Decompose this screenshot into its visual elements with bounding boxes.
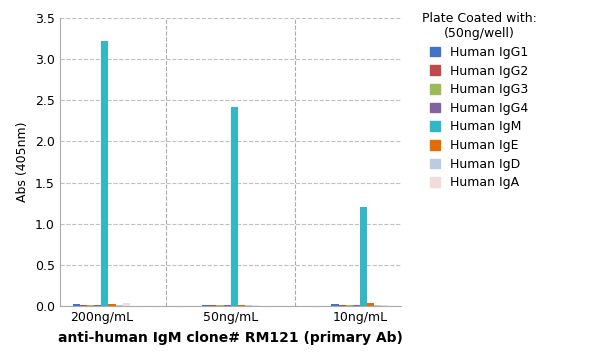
Bar <box>245 305 252 306</box>
Bar <box>223 305 231 306</box>
Bar <box>331 304 338 306</box>
Bar <box>238 305 245 306</box>
Bar <box>202 305 209 306</box>
Bar <box>374 305 382 306</box>
Bar <box>123 303 130 306</box>
Bar <box>108 304 116 306</box>
Bar <box>252 305 259 306</box>
Bar <box>209 305 216 306</box>
Bar <box>80 305 87 306</box>
Bar <box>94 305 101 306</box>
Bar <box>367 303 374 306</box>
Bar <box>353 305 360 306</box>
Bar <box>101 41 108 306</box>
Bar <box>382 305 388 306</box>
Y-axis label: Abs (405nm): Abs (405nm) <box>17 122 29 202</box>
Bar <box>116 305 123 306</box>
Legend: Human IgG1, Human IgG2, Human IgG3, Human IgG4, Human IgM, Human IgE, Human IgD,: Human IgG1, Human IgG2, Human IgG3, Huma… <box>419 10 540 192</box>
Bar <box>338 305 346 306</box>
Bar <box>346 305 353 306</box>
Bar <box>231 107 238 306</box>
Bar <box>360 207 367 306</box>
Bar <box>216 305 223 306</box>
Bar <box>87 305 94 306</box>
Bar <box>73 304 80 306</box>
X-axis label: anti-human IgM clone# RM121 (primary Ab): anti-human IgM clone# RM121 (primary Ab) <box>58 331 403 345</box>
